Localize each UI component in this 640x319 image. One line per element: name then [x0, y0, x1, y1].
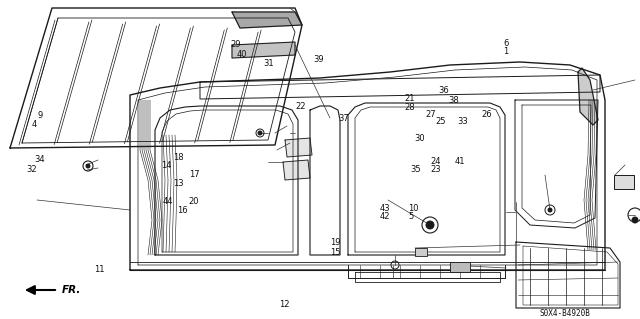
- Text: 18: 18: [173, 153, 183, 162]
- Text: 33: 33: [458, 117, 468, 126]
- Text: 31: 31: [264, 59, 274, 68]
- Polygon shape: [232, 12, 302, 28]
- Text: 1: 1: [503, 47, 508, 56]
- Text: 25: 25: [435, 117, 445, 126]
- Text: 44: 44: [163, 197, 173, 206]
- Polygon shape: [232, 42, 295, 58]
- Bar: [415, 248, 427, 256]
- Text: 35: 35: [410, 165, 421, 174]
- Text: 23: 23: [430, 165, 441, 174]
- Text: FR.: FR.: [62, 285, 81, 295]
- Text: 20: 20: [189, 197, 199, 206]
- Text: 22: 22: [296, 102, 306, 111]
- Text: 24: 24: [430, 157, 440, 166]
- Circle shape: [426, 221, 434, 229]
- Polygon shape: [578, 68, 598, 125]
- Text: 13: 13: [173, 179, 183, 188]
- Text: 42: 42: [380, 212, 390, 221]
- Text: 30: 30: [415, 134, 426, 143]
- Circle shape: [548, 208, 552, 212]
- Text: 19: 19: [330, 238, 340, 247]
- Text: 39: 39: [314, 55, 324, 63]
- Text: 5: 5: [408, 212, 413, 221]
- Text: 28: 28: [404, 103, 415, 112]
- Text: 15: 15: [330, 248, 340, 256]
- Bar: [450, 262, 470, 272]
- Bar: [614, 175, 634, 189]
- Circle shape: [258, 131, 262, 135]
- Circle shape: [632, 217, 638, 223]
- Text: S0X4-B4920B: S0X4-B4920B: [540, 308, 591, 317]
- Text: 41: 41: [454, 157, 465, 166]
- Circle shape: [86, 164, 90, 168]
- Text: 37: 37: [338, 114, 349, 122]
- Text: 4: 4: [32, 120, 37, 129]
- Text: 40: 40: [237, 50, 247, 59]
- Text: 16: 16: [177, 206, 188, 215]
- Text: 36: 36: [438, 86, 449, 95]
- Text: 14: 14: [161, 161, 172, 170]
- Text: 32: 32: [26, 165, 37, 174]
- Text: 6: 6: [503, 39, 508, 48]
- Text: 17: 17: [189, 170, 200, 179]
- Text: 38: 38: [448, 96, 459, 105]
- Text: 10: 10: [408, 204, 419, 213]
- Text: 43: 43: [380, 204, 390, 213]
- Text: 21: 21: [404, 94, 415, 103]
- Polygon shape: [285, 138, 312, 157]
- Text: 27: 27: [426, 110, 436, 119]
- Text: 29: 29: [230, 40, 241, 49]
- Text: 11: 11: [94, 265, 104, 274]
- Text: 34: 34: [35, 155, 45, 164]
- Polygon shape: [283, 160, 310, 180]
- Text: 12: 12: [280, 300, 290, 309]
- Text: 26: 26: [481, 110, 492, 119]
- Text: 9: 9: [37, 111, 42, 120]
